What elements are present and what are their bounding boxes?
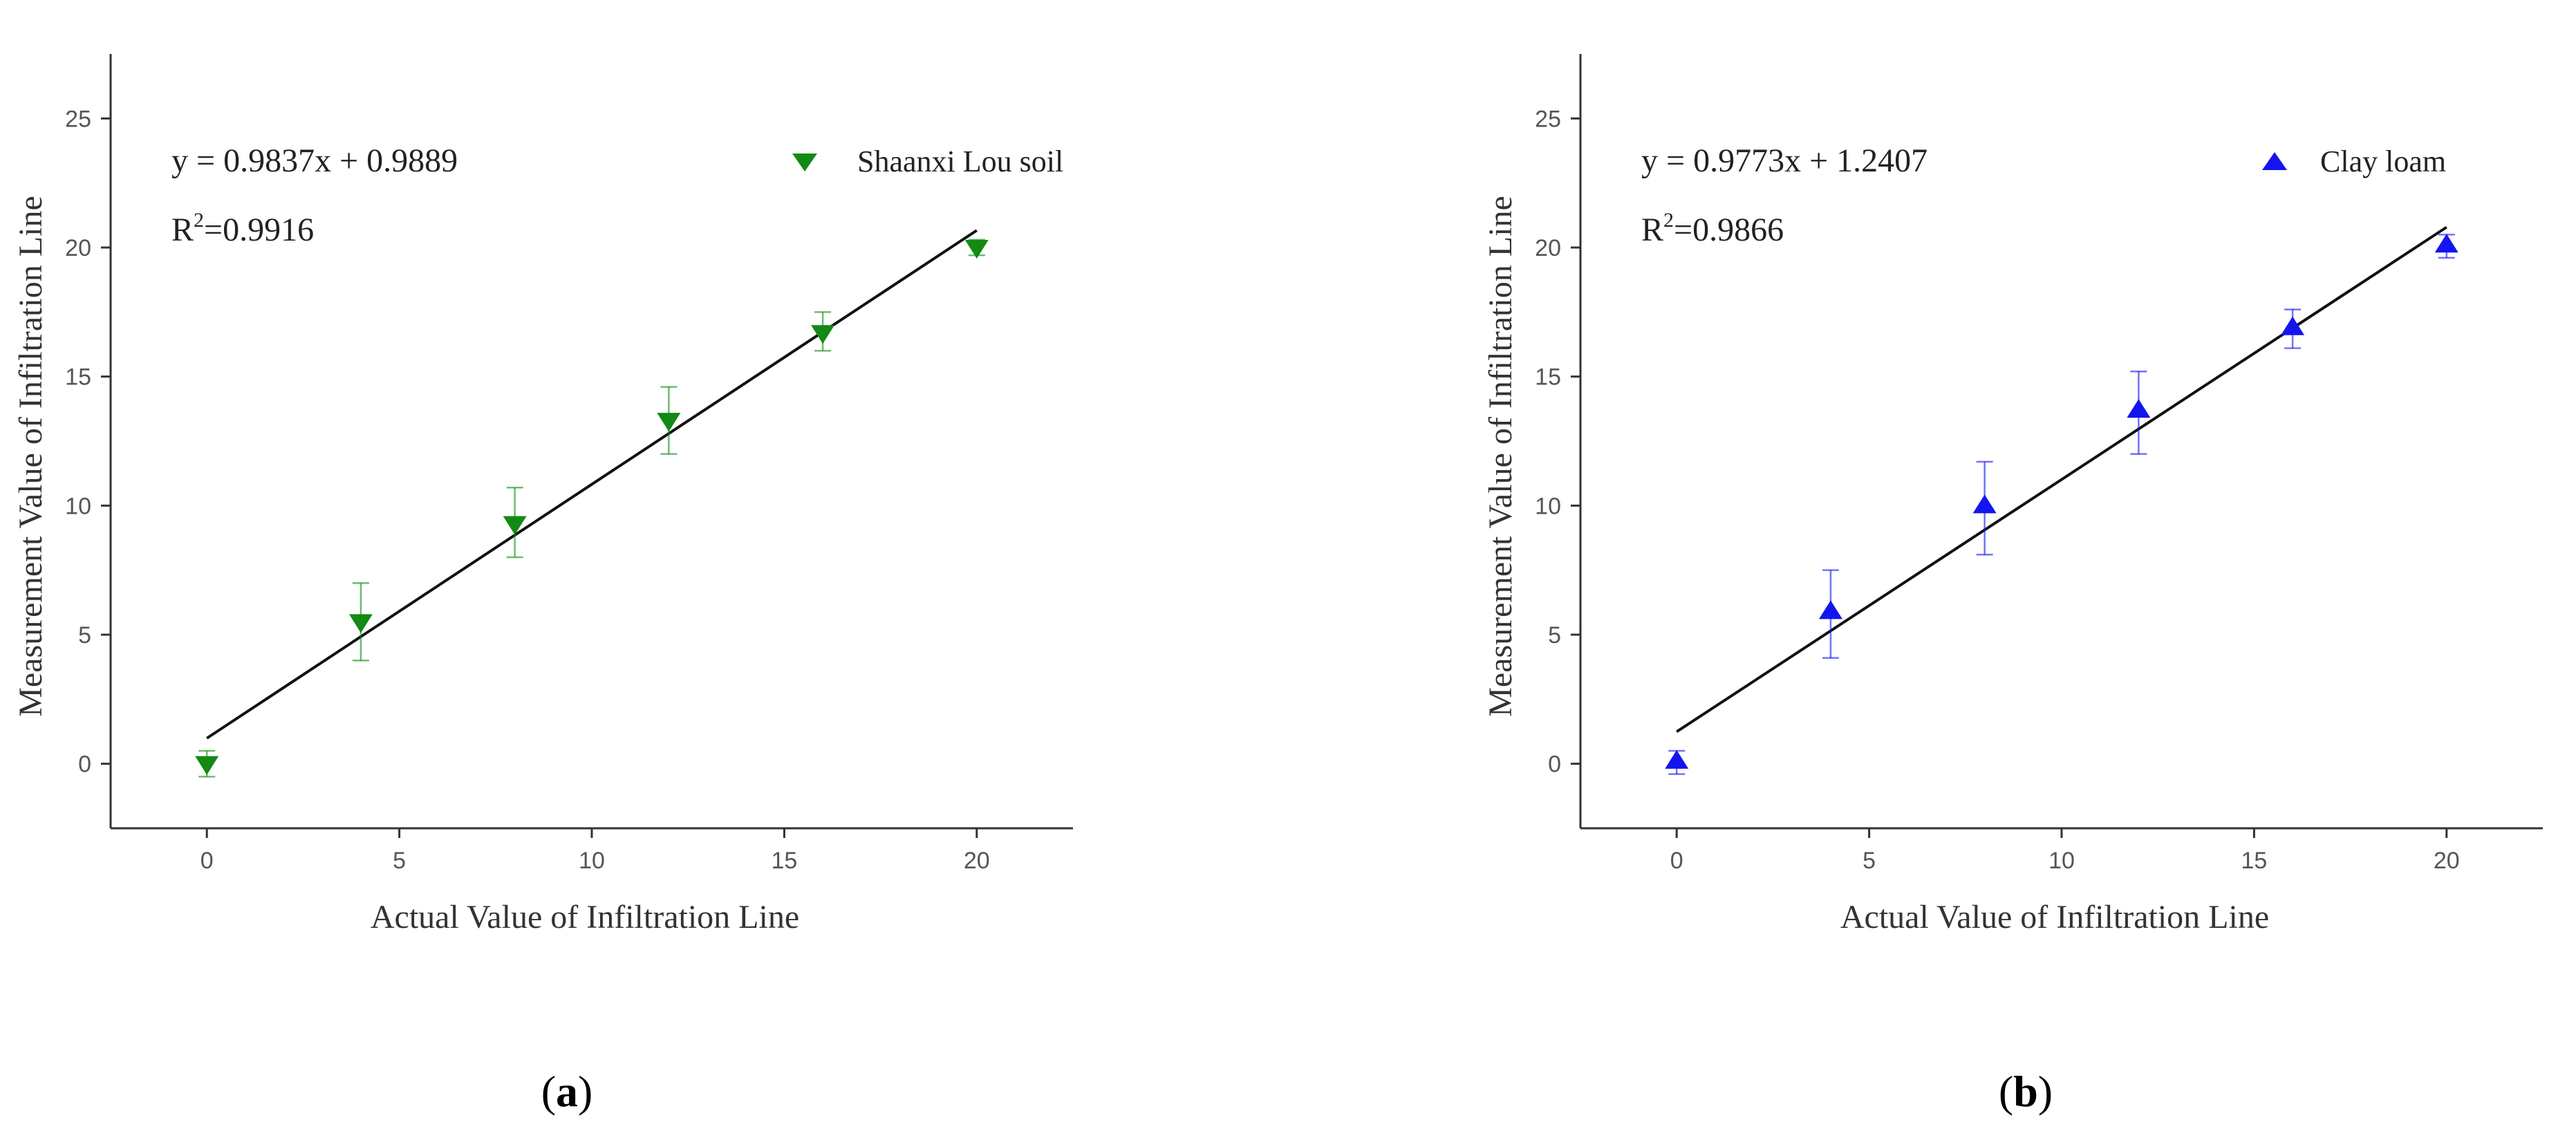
r2-prefix-a: R [171, 212, 194, 248]
panel-letter-a: a [556, 1067, 578, 1116]
x-axis-title-b: Actual Value of Infiltration Line [1840, 899, 2269, 935]
data-point-b [2127, 399, 2151, 418]
data-point-a [195, 756, 219, 775]
y-tick-label-b: 20 [1535, 235, 1561, 261]
chart-panel-a: 0 5 10 15 20 0 5 10 15 20 25 y = 0.9837x + 0.9889… [12, 54, 1073, 1116]
y-axis-title-a: Measurement Value of Infiltration Line [12, 196, 49, 717]
data-point-b [2434, 234, 2458, 253]
panel-label-b: (b) [1999, 1067, 2053, 1116]
y-tick-label-a: 0 [78, 752, 91, 778]
r2-sup-b: 2 [1663, 209, 1674, 232]
fit-line-b [1676, 225, 2447, 734]
equation-a: y = 0.9837x + 0.9889 [171, 142, 458, 179]
x-tick-label-b: 5 [1863, 848, 1876, 874]
data-point-a [964, 240, 989, 259]
y-ticks-b: 0 5 10 15 20 25 [1535, 106, 1580, 778]
data-point-b [1818, 600, 1842, 619]
r2-value-a: =0.9916 [204, 212, 314, 248]
x-tick-label-b: 10 [2048, 848, 2075, 874]
x-tick-label-a: 20 [964, 848, 990, 874]
fit-line-b-group [1676, 225, 2447, 734]
x-ticks-b: 0 5 10 15 20 [1670, 828, 2460, 874]
y-axis-title-b: Measurement Value of Infiltration Line [1482, 196, 1519, 717]
x-tick-label-b: 15 [2241, 848, 2267, 874]
x-tick-label-a: 15 [771, 848, 797, 874]
y-ticks-a: 0 5 10 15 20 25 [65, 106, 111, 778]
legend-label-b: Clay loam [2320, 144, 2446, 178]
x-axis-title-a: Actual Value of Infiltration Line [371, 899, 799, 935]
fit-line-a [206, 229, 978, 740]
data-point-b [1665, 749, 1689, 769]
panel-label-a: (a) [541, 1067, 593, 1116]
fit-line-a-group [206, 229, 978, 740]
x-tick-label-b: 20 [2434, 848, 2460, 874]
chart-panel-b: 0 5 10 15 20 0 5 10 15 20 25 y = 0.9773x + 1.2407… [1482, 54, 2543, 1116]
data-point-a [811, 325, 835, 344]
x-tick-label-a: 5 [393, 848, 406, 874]
data-point-a [503, 516, 527, 535]
y-tick-label-b: 0 [1548, 752, 1561, 778]
legend-b: Clay loam [2262, 144, 2446, 178]
data-point-a [348, 614, 373, 633]
r-squared-a: R2=0.9916 [171, 209, 314, 248]
legend-label-a: Shaanxi Lou soil [857, 144, 1063, 178]
x-tick-label-a: 0 [200, 848, 214, 874]
y-tick-label-a: 20 [65, 235, 91, 261]
data-point-b [2281, 316, 2305, 335]
legend-a: Shaanxi Lou soil [792, 144, 1063, 178]
y-tick-label-a: 15 [65, 364, 91, 391]
r2-sup-a: 2 [194, 209, 204, 232]
legend-marker-a [792, 153, 817, 171]
y-tick-label-b: 10 [1535, 493, 1561, 519]
errorbars-a [198, 239, 985, 778]
data-point-b [1972, 494, 1997, 514]
r2-value-b: =0.9866 [1674, 212, 1784, 248]
markers-b [1665, 234, 2458, 769]
panel-letter-b: b [2013, 1067, 2038, 1116]
y-tick-label-b: 5 [1548, 622, 1561, 649]
x-ticks-a: 0 5 10 15 20 [200, 828, 990, 874]
legend-marker-b [2262, 152, 2287, 170]
y-tick-label-a: 5 [78, 622, 91, 649]
y-tick-label-a: 25 [65, 106, 91, 132]
r2-prefix-b: R [1641, 212, 1663, 248]
r-squared-b: R2=0.9866 [1641, 209, 1784, 248]
x-tick-label-b: 0 [1670, 848, 1683, 874]
x-tick-label-a: 10 [579, 848, 605, 874]
markers-a [195, 240, 989, 775]
data-point-a [657, 413, 681, 432]
y-tick-label-a: 10 [65, 493, 91, 519]
y-tick-label-b: 25 [1535, 106, 1561, 132]
errorbars-b [1668, 234, 2455, 775]
equation-b: y = 0.9773x + 1.2407 [1641, 142, 1928, 179]
y-tick-label-b: 15 [1535, 364, 1561, 391]
